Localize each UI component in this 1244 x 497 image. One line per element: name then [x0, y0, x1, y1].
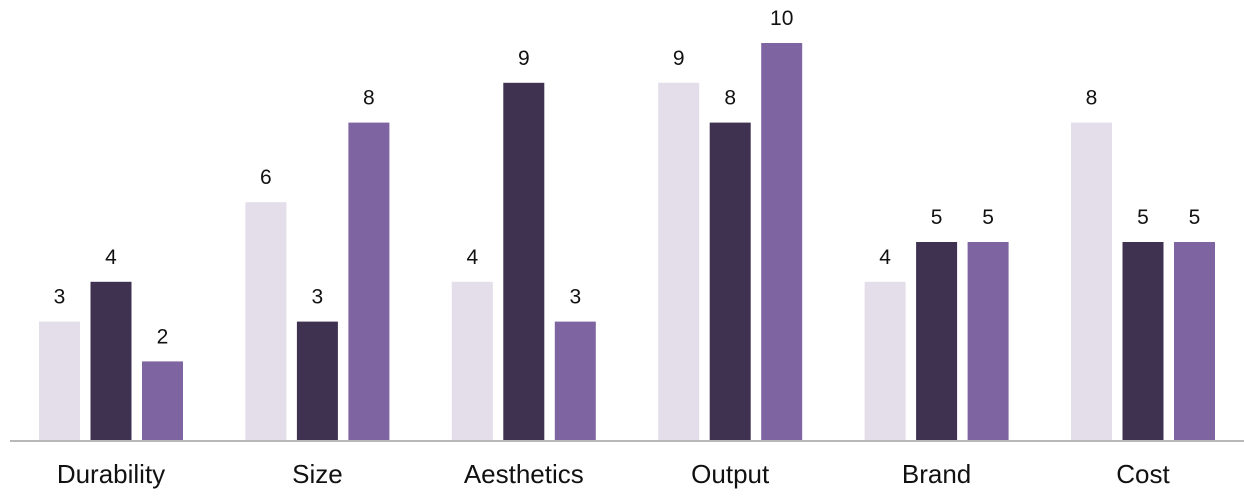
data-label-cost-series-3: 5	[1189, 206, 1201, 229]
category-label-durability: Durability	[57, 459, 165, 489]
data-label-durability-series-2: 4	[105, 246, 117, 269]
data-label-aesthetics-series-3: 3	[569, 286, 581, 309]
data-label-brand-series-1: 4	[879, 246, 891, 269]
bar-cost-series-3	[1174, 242, 1215, 441]
data-label-brand-series-3: 5	[982, 206, 994, 229]
bar-brand-series-3	[967, 242, 1009, 441]
bar-aesthetics-series-3	[554, 321, 596, 441]
bar-brand-series-1	[864, 281, 906, 441]
data-label-aesthetics-series-2: 9	[518, 47, 530, 70]
category-label-size: Size	[292, 459, 343, 489]
data-label-durability-series-3: 2	[157, 325, 169, 348]
bar-durability-series-1	[39, 321, 80, 441]
bar-size-series-3	[348, 122, 390, 441]
category-label-output: Output	[691, 459, 770, 489]
bar-size-series-1	[245, 202, 287, 441]
data-label-durability-series-1: 3	[54, 286, 66, 309]
data-label-output-series-3: 10	[770, 7, 793, 30]
bar-durability-series-3	[142, 361, 183, 441]
bar-output-series-2	[709, 122, 751, 441]
bar-output-series-1	[658, 82, 700, 442]
bar-durability-series-2	[90, 281, 132, 441]
data-label-output-series-2: 8	[724, 87, 736, 110]
category-label-brand: Brand	[902, 459, 971, 489]
bar-brand-series-2	[916, 242, 958, 441]
category-labels-layer: Durability Size Aesthetics Output Brand Cost	[57, 459, 1171, 489]
bar-aesthetics-series-2	[503, 82, 545, 442]
data-label-size-series-3: 8	[363, 87, 375, 110]
bar-cost-series-1	[1071, 122, 1112, 441]
value-labels-layer: 3 4 2 6 3 8 4 9 3 9 8 10 4 5 5 8 5 5	[54, 7, 1201, 348]
category-label-cost: Cost	[1116, 459, 1170, 489]
bar-aesthetics-series-1	[451, 281, 493, 441]
data-label-cost-series-2: 5	[1137, 206, 1149, 229]
category-label-aesthetics: Aesthetics	[464, 459, 584, 489]
bar-size-series-2	[296, 321, 338, 441]
bar-output-series-3	[761, 43, 803, 441]
data-label-output-series-1: 9	[673, 47, 685, 70]
data-label-size-series-1: 6	[260, 166, 272, 189]
data-label-cost-series-1: 8	[1086, 87, 1098, 110]
data-label-size-series-2: 3	[312, 286, 324, 309]
bars-layer	[39, 43, 1215, 442]
data-label-aesthetics-series-1: 4	[466, 246, 478, 269]
bar-cost-series-2	[1122, 242, 1164, 441]
data-label-brand-series-2: 5	[931, 206, 943, 229]
